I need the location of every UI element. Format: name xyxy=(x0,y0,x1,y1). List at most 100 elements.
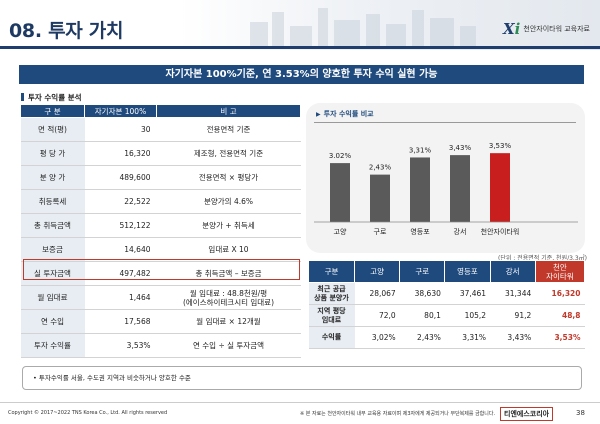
section-number: 08. xyxy=(9,20,42,42)
row-value: 16,320 xyxy=(84,141,157,166)
chart-title-divider xyxy=(314,122,576,123)
row-note: 연 수입 ÷ 실 투자금액 xyxy=(156,333,301,358)
column-header: 강서 xyxy=(489,260,536,283)
bar-강서 xyxy=(450,155,470,222)
confidential-notice: ※ 본 자료는 천안자이타워 내부 교육용 자료이며 제3자에게 제공되거나 무… xyxy=(300,411,496,417)
cell: 3,43% xyxy=(490,326,536,349)
bar-고양 xyxy=(330,163,350,222)
skyline-decor xyxy=(460,26,476,46)
play-triangle-icon: ▶ xyxy=(316,111,321,118)
row-label: 지역 평당 임대료 xyxy=(308,304,355,327)
row-value: 22,522 xyxy=(84,189,157,214)
data-label: 3,31% xyxy=(409,146,432,154)
copyright-text: Copyright © 2017~2022 TNS Korea Co., Ltd… xyxy=(8,410,168,416)
headline-banner: 자기자본 100%기준, 연 3.53%의 양호한 투자 수익 실현 가능 xyxy=(19,65,584,84)
row-label: 수익률 xyxy=(308,326,355,349)
skyline-decor xyxy=(412,10,424,46)
cell: 80,1 xyxy=(399,304,445,327)
data-label: 3,53% xyxy=(489,142,512,150)
table-header-row: 구 분 자기자본 100% 비 고 xyxy=(20,104,301,118)
page-footer: Copyright © 2017~2022 TNS Korea Co., Ltd… xyxy=(0,402,600,424)
cell-highlight: 48,8 xyxy=(535,304,585,327)
row-note: 월 임대료 : 48.8천원/평 (에이스하이테크시티 임대료) xyxy=(156,285,301,310)
cell-highlight: 16,320 xyxy=(535,282,585,305)
skyline-decor xyxy=(272,12,284,46)
cell: 3,02% xyxy=(354,326,400,349)
cell: 2,43% xyxy=(399,326,445,349)
comparison-table: 구분 고양 구로 영등포 강서 천안 자이타워 최근 공급 상품 분양가 28,06… xyxy=(308,260,586,349)
table-row: 수익률 3,02% 2,43% 3,31% 3,43% 3,53% xyxy=(308,326,585,349)
row-value: 17,568 xyxy=(84,309,157,334)
table-row: 투자 수익률 3,53% 연 수입 ÷ 실 투자금액 xyxy=(20,333,301,358)
row-note: 제조형, 전용면적 기준 xyxy=(156,141,301,166)
column-header-line: 천안 xyxy=(552,262,567,272)
category-label: 강서 xyxy=(454,227,467,236)
data-label: 3.02% xyxy=(329,152,352,160)
section-label: 투자 수익률 분석 xyxy=(21,92,82,103)
logo-text: 천안자이타워 교육자료 xyxy=(523,25,590,33)
cell-highlight: 3,53% xyxy=(535,326,585,349)
cell: 37,461 xyxy=(444,282,491,305)
yield-bar-chart: 3.02% 고양 2,43% 구로 3,31% 영등포 3,43% 강서 3,53% 천안자이타워 xyxy=(314,142,578,236)
category-label: 천안자이타워 xyxy=(481,227,520,236)
row-value: 30 xyxy=(84,117,157,142)
row-note-line: 월 임대료 : 48.8천원/평 xyxy=(189,288,268,298)
bar-영등포 xyxy=(410,157,430,222)
category-label: 고양 xyxy=(334,228,347,236)
table-row: 연 수입 17,568 월 임대료 × 12개월 xyxy=(20,309,301,334)
column-header: 자기자본 100% xyxy=(84,104,157,118)
skyline-decor xyxy=(318,8,328,46)
unit-note: (단위 : 전용면적 기준, 천원/3.3㎡) xyxy=(497,255,587,262)
page-number: 38 xyxy=(576,409,585,417)
row-note-line: (에이스하이테크시티 임대료) xyxy=(182,297,275,307)
column-header: 고양 xyxy=(353,260,401,283)
table-row: 분 양 가 489,600 전용면적 × 평당가 xyxy=(20,165,301,190)
row-label: 투자 수익률 xyxy=(20,333,85,358)
table-row: 월 임대료 1,464 월 임대료 : 48.8천원/평 (에이스하이테크시티 임대료… xyxy=(20,285,301,310)
column-header: 비 고 xyxy=(156,104,301,118)
row-label: 최근 공급 상품 분양가 xyxy=(308,282,355,305)
row-label: 면 적(평) xyxy=(20,117,85,142)
page-title: 08. 투자 가치 xyxy=(9,16,123,43)
row-value: 14,640 xyxy=(84,237,157,262)
table-header-row: 구분 고양 구로 영등포 강서 천안 자이타워 xyxy=(308,260,586,283)
cell: 38,630 xyxy=(399,282,445,305)
company-logo: Xi 천안자이타워 교육자료 xyxy=(503,20,590,38)
data-label: 2,43% xyxy=(369,164,392,172)
row-label: 월 임대료 xyxy=(20,285,85,310)
column-header-line: 자이타워 xyxy=(546,271,574,281)
row-label: 평 당 가 xyxy=(20,141,85,166)
row-label: 실 투자금액 xyxy=(20,261,85,286)
row-label-line: 지역 평당 xyxy=(317,306,346,315)
skyline-decor xyxy=(366,14,380,46)
category-label: 영등포 xyxy=(410,227,430,236)
skyline-decor xyxy=(334,20,360,46)
row-label-line: 상품 분양가 xyxy=(314,293,349,302)
cell: 72,0 xyxy=(354,304,400,327)
row-note: 총 취득금액 – 보증금 xyxy=(156,261,301,286)
summary-box: • 투자수익률 서울, 수도권 지역과 비슷하거나 양호한 수준 xyxy=(22,366,582,390)
cell: 91,2 xyxy=(490,304,536,327)
cell: 31,344 xyxy=(490,282,536,305)
row-note: 임대료 X 10 xyxy=(156,237,301,262)
row-label: 분 양 가 xyxy=(20,165,85,190)
table-row-highlighted: 실 투자금액 497,482 총 취득금액 – 보증금 xyxy=(20,261,301,286)
bar-구로 xyxy=(370,174,390,222)
row-value: 497,482 xyxy=(84,261,157,286)
skyline-decor xyxy=(250,22,268,46)
row-label: 총 취득금액 xyxy=(20,213,85,238)
table-row: 면 적(평) 30 전용면적 기준 xyxy=(20,117,301,142)
brand-logo: 티엔에스코리아 xyxy=(500,407,554,421)
header-divider xyxy=(0,46,600,49)
page-header: 08. 투자 가치 Xi 천안자이타워 교육자료 xyxy=(0,0,600,50)
row-label-line: 최근 공급 xyxy=(317,284,346,293)
row-note: 전용면적 기준 xyxy=(156,117,301,142)
table-row: 최근 공급 상품 분양가 28,067 38,630 37,461 31,344 … xyxy=(308,282,585,305)
column-header: 구로 xyxy=(399,260,446,283)
cell: 3,31% xyxy=(444,326,491,349)
row-value: 1,464 xyxy=(84,285,157,310)
chart-title: ▶ 투자 수익률 비교 xyxy=(316,109,374,119)
row-label: 보증금 xyxy=(20,237,85,262)
row-label-line: 임대료 xyxy=(321,315,342,324)
